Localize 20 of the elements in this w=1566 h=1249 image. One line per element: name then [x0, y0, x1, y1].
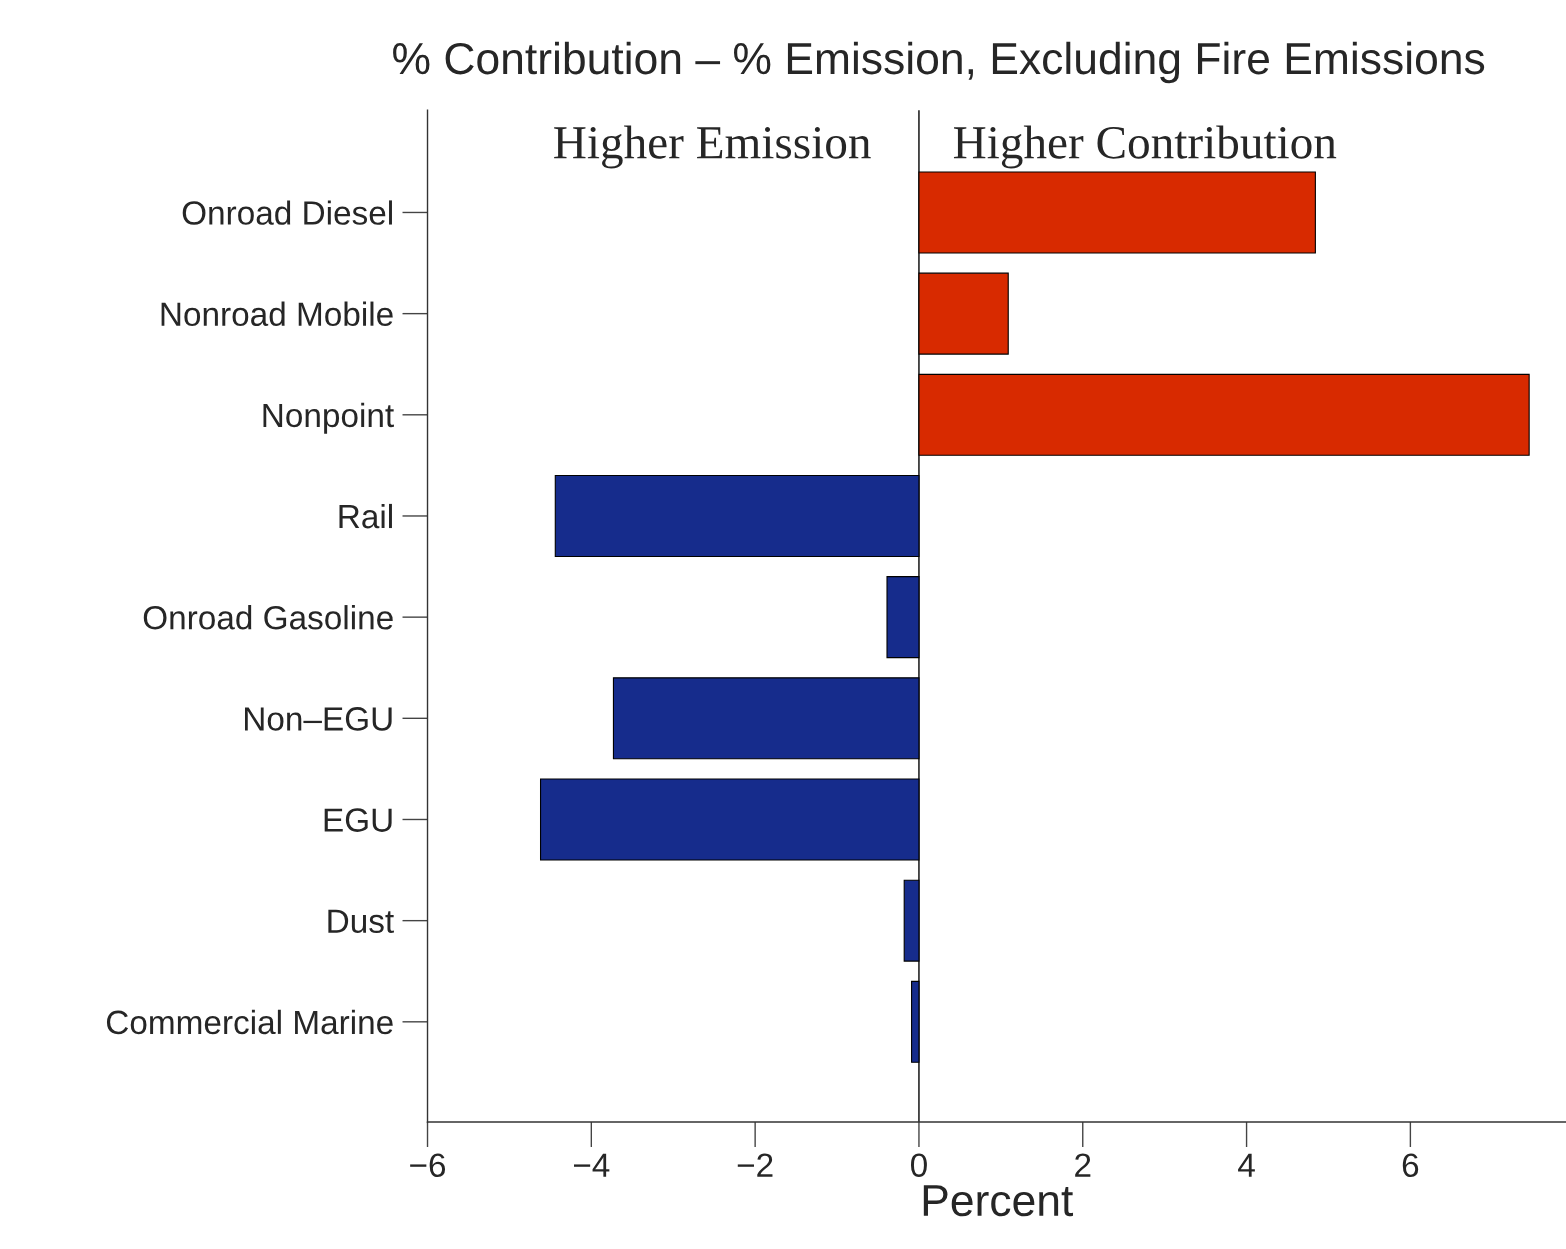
y-tick-label: Rail [339, 503, 392, 529]
x-tick-label: −2 [737, 1153, 773, 1177]
y-tick-label: Commercial Marine [106, 1009, 393, 1035]
annotation: Higher Emission [554, 125, 871, 169]
y-tick-label: Onroad Diesel [182, 200, 392, 225]
y-tick-label: EGU [324, 808, 392, 832]
y-tick-label: Onroad Gasoline [143, 605, 393, 630]
annotation: Higher Contribution [953, 125, 1337, 169]
x-tick-label: −6 [410, 1153, 446, 1178]
x-tick-label: −4 [573, 1153, 610, 1177]
x-tick-label: 0 [910, 1153, 927, 1178]
y-tick-label: Non–EGU [245, 707, 392, 731]
x-tick-label: 6 [1402, 1153, 1419, 1178]
x-axis-title: Percent [923, 1185, 1074, 1217]
x-tick-label: 2 [1075, 1153, 1091, 1177]
chart-subtitle: % Contribution – % Emission, Excluding Fire Emissions [393, 41, 1485, 84]
y-tick-label: Nonroad Mobile [161, 301, 393, 327]
x-tick-label: 4 [1238, 1153, 1255, 1177]
y-tick-label: Dust [328, 909, 394, 934]
y-tick-label: Nonpoint [263, 402, 394, 434]
